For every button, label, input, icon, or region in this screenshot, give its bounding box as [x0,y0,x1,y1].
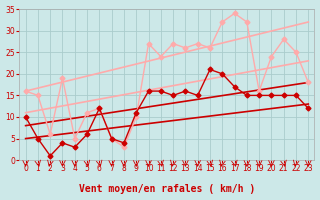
X-axis label: Vent moyen/en rafales ( km/h ): Vent moyen/en rafales ( km/h ) [79,184,255,194]
